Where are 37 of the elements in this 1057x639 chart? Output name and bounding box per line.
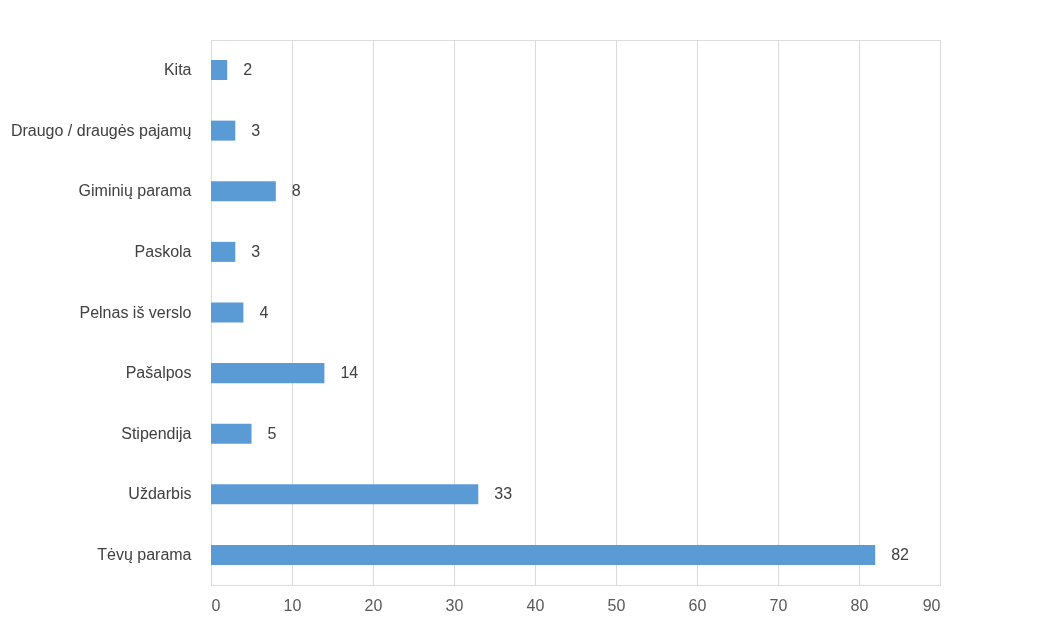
data-label: 33 bbox=[494, 485, 513, 503]
x-tick-label: 90 bbox=[922, 596, 941, 614]
data-label: 3 bbox=[251, 242, 261, 260]
y-tick-label: Tėvų parama bbox=[97, 545, 192, 563]
x-tick-label: 80 bbox=[850, 596, 869, 614]
data-label: 3 bbox=[251, 121, 261, 139]
bar bbox=[211, 120, 236, 141]
x-tick-label: 40 bbox=[526, 596, 545, 614]
y-tick-label: Paskola bbox=[134, 242, 192, 260]
bar bbox=[211, 181, 276, 202]
y-tick-label: Pašalpos bbox=[125, 364, 192, 382]
y-tick-label: Kita bbox=[163, 61, 192, 79]
data-label: 4 bbox=[259, 303, 269, 321]
data-label: 8 bbox=[291, 182, 301, 200]
bar bbox=[211, 241, 236, 262]
x-tick-label: 60 bbox=[688, 596, 707, 614]
y-tick-label: Stipendija bbox=[121, 424, 192, 442]
x-tick-label: 10 bbox=[283, 596, 302, 614]
y-tick-label: Uždarbis bbox=[128, 485, 192, 503]
bar bbox=[211, 423, 252, 444]
bar bbox=[211, 363, 325, 384]
bar bbox=[211, 60, 228, 81]
x-tick-label: 0 bbox=[211, 596, 221, 614]
data-label: 5 bbox=[267, 424, 277, 442]
data-label: 2 bbox=[243, 61, 253, 79]
x-tick-label: 50 bbox=[607, 596, 626, 614]
data-label: 82 bbox=[891, 545, 910, 563]
y-tick-label: Draugo / draugės pajamų bbox=[10, 121, 192, 139]
x-tick-label: 30 bbox=[445, 596, 464, 614]
bar bbox=[211, 302, 244, 323]
y-tick-label: Pelnas iš verslo bbox=[79, 303, 192, 321]
x-tick-label: 20 bbox=[364, 596, 383, 614]
x-tick-label: 70 bbox=[769, 596, 788, 614]
bar bbox=[211, 484, 479, 505]
y-tick-label: Giminių parama bbox=[78, 182, 192, 200]
data-label: 14 bbox=[340, 364, 359, 382]
bar bbox=[211, 544, 876, 565]
